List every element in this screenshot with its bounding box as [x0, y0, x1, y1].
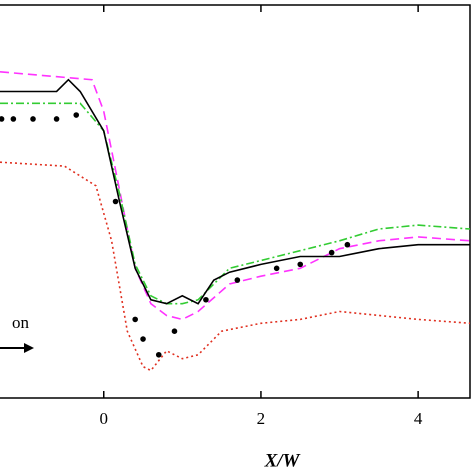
plot-frame: [0, 4, 471, 399]
series-line: [0, 102, 471, 305]
data-point: [53, 116, 60, 122]
data-point: [0, 116, 5, 122]
data-point: [344, 241, 351, 248]
annotation: on: [12, 313, 30, 332]
x-axis-label: X/W: [264, 450, 301, 471]
arrow-head: [24, 343, 34, 353]
data-point: [112, 198, 119, 205]
data-point: [30, 116, 36, 122]
x-tick-label: 4: [414, 409, 423, 428]
data-point: [10, 116, 17, 122]
x-tick-label: 0: [99, 409, 108, 428]
data-point: [171, 328, 178, 334]
series-line: [0, 71, 471, 321]
data-point: [132, 316, 138, 323]
x-tick-label: 2: [257, 409, 266, 428]
data-point: [297, 261, 304, 268]
data-point: [203, 296, 209, 303]
data-point: [73, 112, 80, 118]
data-point: [155, 351, 162, 358]
series-line: [0, 78, 470, 305]
series-line: [0, 161, 471, 372]
data-point: [234, 277, 241, 283]
data-point: [273, 265, 280, 272]
data-point: [140, 336, 146, 342]
data-point: [328, 249, 335, 256]
